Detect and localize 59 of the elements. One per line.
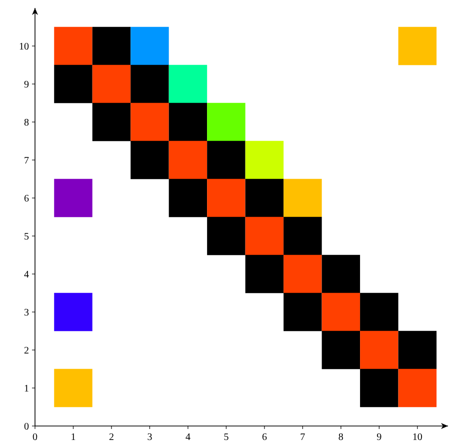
x-tick-label: 5	[224, 432, 229, 443]
y-tick-label: 6	[24, 194, 29, 204]
point	[245, 140, 284, 180]
y-tick-label: 5	[24, 232, 29, 242]
point	[284, 178, 322, 218]
point	[398, 368, 437, 408]
point	[322, 330, 360, 370]
x-tick-label: 3	[147, 432, 152, 443]
x-tick-label: 1	[70, 432, 76, 443]
point	[284, 254, 322, 294]
point	[168, 102, 208, 142]
x-tick-label: 9	[376, 432, 382, 443]
point	[207, 140, 246, 180]
y-tick-label: 7	[24, 156, 29, 166]
x-tick-label: 0	[32, 432, 38, 443]
point	[92, 102, 131, 142]
y-tick-label: 4	[24, 270, 29, 280]
point	[245, 216, 284, 256]
y-tick-label: 8	[24, 118, 29, 128]
point	[284, 216, 322, 256]
point	[360, 330, 398, 370]
point	[92, 26, 131, 66]
y-tick-label: 1	[24, 384, 29, 394]
x-tick-label: 2	[108, 432, 114, 443]
point	[130, 140, 169, 180]
point	[54, 292, 92, 332]
y-tick-label: 3	[24, 308, 29, 318]
point	[130, 102, 169, 142]
x-tick-label: 8	[338, 432, 344, 443]
x-tick-label: 7	[300, 432, 306, 443]
point	[168, 178, 208, 218]
y-tick-label: 10	[19, 42, 29, 52]
point	[284, 292, 322, 332]
point	[398, 26, 437, 66]
point	[360, 292, 398, 332]
x-tick-label: 4	[185, 432, 190, 443]
point	[168, 140, 208, 180]
point	[168, 64, 208, 104]
y-tick-label: 2	[24, 346, 29, 356]
point	[54, 368, 92, 408]
x-tick-label: 10	[412, 432, 422, 443]
point	[398, 330, 437, 370]
point	[130, 64, 169, 104]
point	[92, 64, 131, 104]
point	[322, 254, 360, 294]
point	[245, 254, 284, 294]
point	[54, 178, 92, 218]
point	[130, 26, 169, 66]
point	[322, 292, 360, 332]
point	[207, 216, 246, 256]
point	[207, 102, 246, 142]
point	[207, 178, 246, 218]
point	[54, 26, 92, 66]
y-tick-label: 9	[24, 80, 29, 90]
point	[245, 178, 284, 218]
point	[54, 64, 92, 104]
point	[360, 368, 398, 408]
x-tick-label: 6	[262, 432, 267, 443]
y-tick-label: 0	[24, 422, 29, 432]
